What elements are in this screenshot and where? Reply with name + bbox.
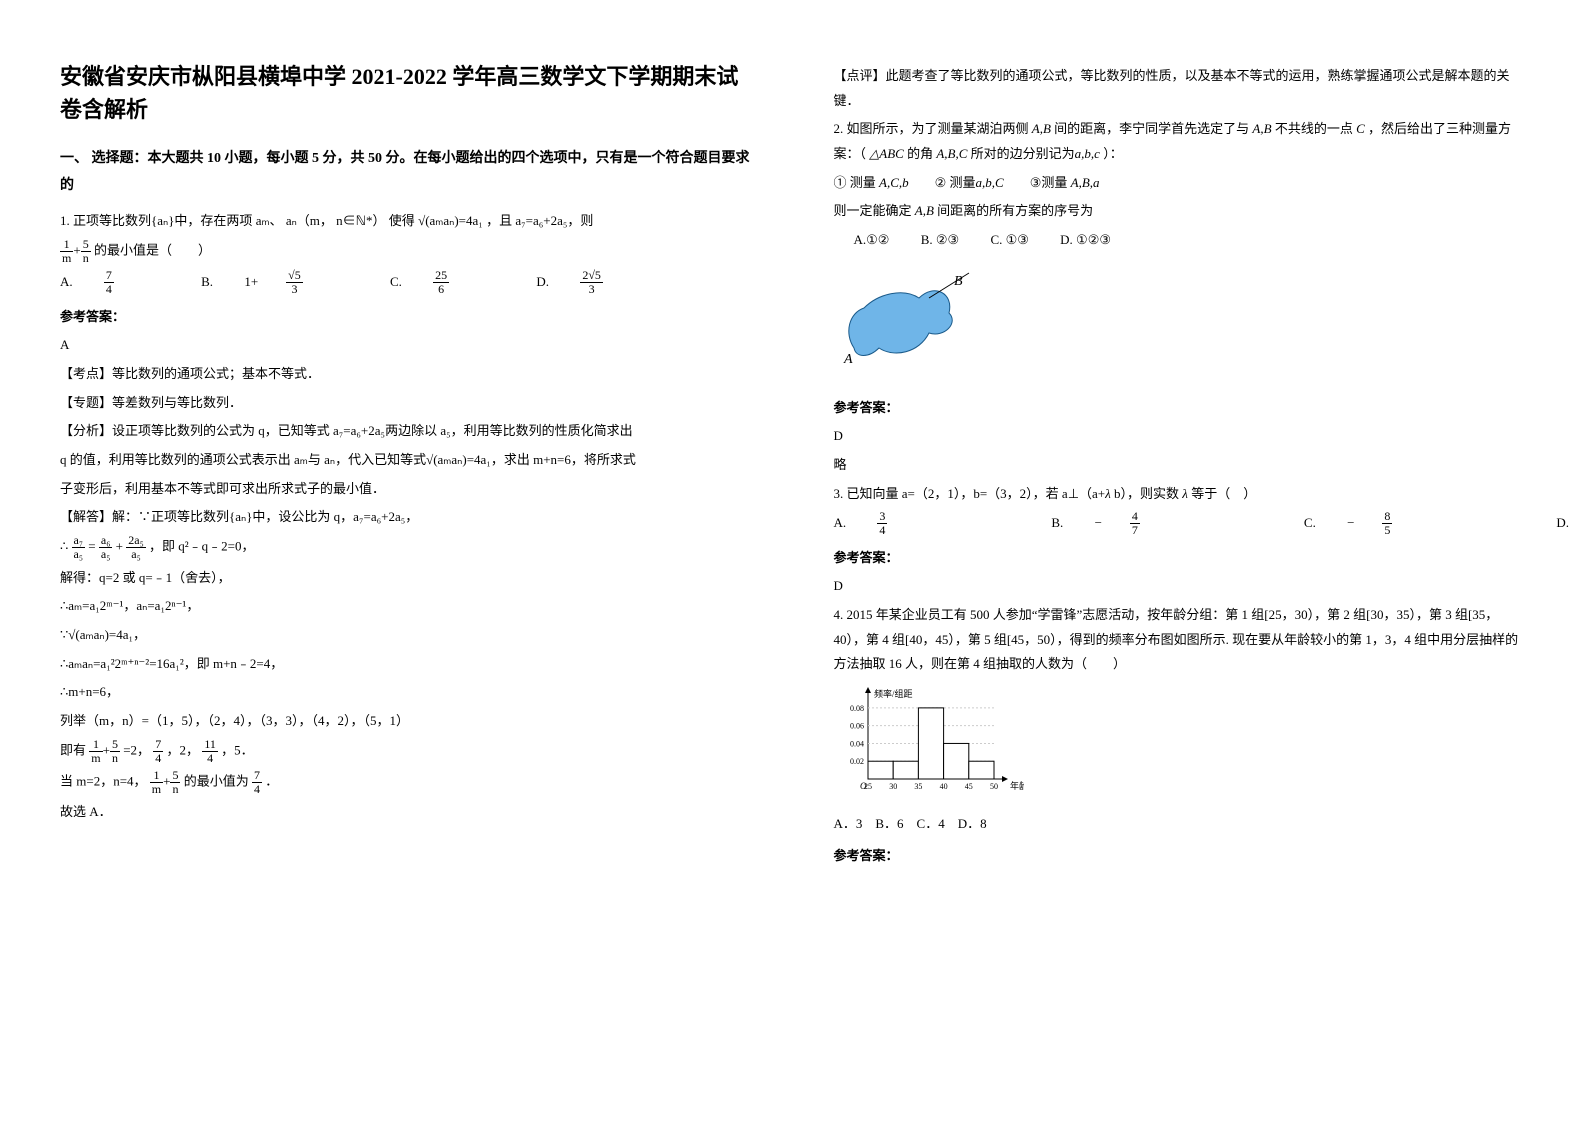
q1-dianping: 【点评】此题考查了等比数列的通项公式，等比数列的性质，以及基本不等式的运用，熟练…: [834, 64, 1528, 113]
q2-answer: D: [834, 424, 1528, 449]
q2-choice-B: B. ②③: [921, 232, 959, 247]
q1-fenxi-2: q 的值，利用等比数列的通项公式表示出 aₘ与 aₙ，代入已知等式√(aₘaₙ)…: [60, 448, 754, 473]
q1-jieda-7: ∴m+n=6，: [60, 680, 754, 705]
q1-text2: 使得: [389, 213, 415, 228]
q3-answer-label: 参考答案：: [834, 546, 1528, 571]
left-column: 安徽省安庆市枞阳县横埠中学 2021-2022 学年高三数学文下学期期末试卷含解…: [0, 0, 794, 1122]
doc-title: 安徽省安庆市枞阳县横埠中学 2021-2022 学年高三数学文下学期期末试卷含解…: [60, 60, 754, 126]
svg-text:0.04: 0.04: [850, 740, 864, 749]
svg-text:35: 35: [914, 782, 922, 791]
q2-exp: 略: [834, 453, 1528, 478]
q1-frac-1: 1m: [60, 238, 73, 265]
q1-am: aₘ、: [256, 213, 283, 228]
q1-jieda-11: 故选 A．: [60, 800, 754, 825]
svg-text:50: 50: [990, 782, 998, 791]
q1-frac-2: 5n: [81, 238, 91, 265]
q4-stem: 4. 2015 年某企业员工有 500 人参加“学雷锋”志愿活动，按年龄分组：第…: [834, 603, 1528, 677]
q1-kaodian: 【考点】等比数列的通项公式；基本不等式．: [60, 362, 754, 387]
q1-zhuanti: 【专题】等差数列与等比数列．: [60, 391, 754, 416]
q1-frac-tail: 的最小值是（ ）: [94, 243, 211, 258]
q1-answer: A: [60, 333, 754, 358]
q1-text: 1. 正项等比数列{aₙ}中，存在两项: [60, 213, 256, 228]
svg-text:年龄: 年龄: [1010, 780, 1024, 791]
q1-stem: 1. 正项等比数列{aₙ}中，存在两项 aₘ、 aₙ（m， n∈ℕ*） 使得 √…: [60, 209, 754, 234]
q1-answer-label: 参考答案：: [60, 305, 754, 330]
frequency-histogram: 频率/组距0.020.040.060.08253035404550年龄O: [834, 687, 1024, 797]
q3-answer: D: [834, 574, 1528, 599]
svg-text:A: A: [843, 352, 853, 367]
q1-jieda-6: ∴aₘaₙ=a₁²2ᵐ⁺ⁿ⁻²=16a₁²，即 m+n﹣2=4，: [60, 652, 754, 677]
q1-choices: A. 74 B. 1+√53 C. 256 D. 2√53: [60, 269, 754, 296]
q1-an: aₙ（m， n∈ℕ*）: [286, 213, 386, 228]
lake-diagram: AB: [834, 263, 974, 373]
q1-choice-A: A.: [60, 274, 73, 289]
q2-choice-A: A.①②: [854, 232, 890, 247]
q3-choice-D: D.: [1556, 515, 1569, 530]
q1-frac-line: 1m+5n 的最小值是（ ）: [60, 238, 754, 265]
q1-choice-D: D.: [536, 274, 549, 289]
svg-text:0.06: 0.06: [850, 722, 864, 731]
q3-stem: 3. 已知向量 a=（2，1），b=（3，2），若 a⊥（a+λ b），则实数 …: [834, 482, 1528, 507]
q2-question: 则一定能确定 A,B 间距离的所有方案的序号为: [834, 199, 1528, 224]
q3-choices: A. 34 B. −47 C. −85 D. −58: [834, 510, 1528, 537]
svg-text:45: 45: [964, 782, 972, 791]
q4-answer-label: 参考答案：: [834, 844, 1528, 869]
q1-jieda-3: 解得：q=2 或 q=﹣1（舍去），: [60, 566, 754, 591]
q3-choice-C: C.: [1304, 515, 1316, 530]
q1-choice-B: B.: [201, 274, 213, 289]
svg-text:0.02: 0.02: [850, 757, 864, 766]
q2-choice-C: C. ①③: [990, 232, 1028, 247]
q2-answer-label: 参考答案：: [834, 396, 1528, 421]
q1-fenxi-1: 【分析】设正项等比数列的公式为 q，已知等式 a₇=a₆+2a₅两边除以 a₅，…: [60, 419, 754, 444]
q1-jieda-2: ∴ a₇a₅ = a₆a₅ + 2a₅a₅ ，即 q²﹣q﹣2=0，: [60, 534, 754, 561]
svg-text:频率/组距: 频率/组距: [874, 688, 913, 699]
q1-jieda-10: 当 m=2，n=4， 1m+5n 的最小值为 74 ．: [60, 769, 754, 796]
q4-choices: A．3 B．6 C．4 D．8: [834, 812, 1528, 837]
q1-fenxi-3: 子变形后，利用基本不等式即可求出所求式子的最小值．: [60, 477, 754, 502]
q2-choices: A.①② B. ②③ C. ①③ D. ①②③: [854, 228, 1528, 253]
q2-measures: ① 测量 A,C,b ② 测量a,b,C ③测量 A,B,a: [834, 171, 1528, 196]
q1-choice-C: C.: [390, 274, 402, 289]
svg-text:O: O: [860, 781, 867, 791]
q2-choice-D: D. ①②③: [1060, 232, 1111, 247]
q1-jieda-1: 【解答】解：∵正项等比数列{aₙ}中，设公比为 q，a₇=a₆+2a₅，: [60, 505, 754, 530]
svg-text:B: B: [954, 274, 963, 289]
q1-text3: ，且 a₇=a₆+2a₅，则: [486, 213, 593, 228]
q1-jieda-9: 即有 1m+5n =2， 74 ，2， 114 ，5．: [60, 738, 754, 765]
q1-jieda-4: ∴aₘ=a₁2ᵐ⁻¹，aₙ=a₁2ⁿ⁻¹，: [60, 594, 754, 619]
q1-root: √(aₘaₙ)=4a₁: [418, 213, 483, 228]
right-column: 【点评】此题考查了等比数列的通项公式，等比数列的性质，以及基本不等式的运用，熟练…: [794, 0, 1587, 1122]
q1-jieda-5: ∵√(aₘaₙ)=4a₁，: [60, 623, 754, 648]
q2-stem-1: 2. 如图所示，为了测量某湖泊两侧 A,B 间的距离，李宁同学首先选定了与 A,…: [834, 117, 1528, 166]
section-1-heading: 一、 选择题：本大题共 10 小题，每小题 5 分，共 50 分。在每小题给出的…: [60, 146, 754, 199]
svg-text:0.08: 0.08: [850, 704, 864, 713]
q3-choice-A: A.: [834, 515, 847, 530]
svg-text:30: 30: [889, 782, 897, 791]
q3-choice-B: B.: [1051, 515, 1063, 530]
svg-text:40: 40: [939, 782, 947, 791]
q1-jieda-8: 列举（m，n）=（1，5），（2，4），（3，3），（4，2），（5，1）: [60, 709, 754, 734]
